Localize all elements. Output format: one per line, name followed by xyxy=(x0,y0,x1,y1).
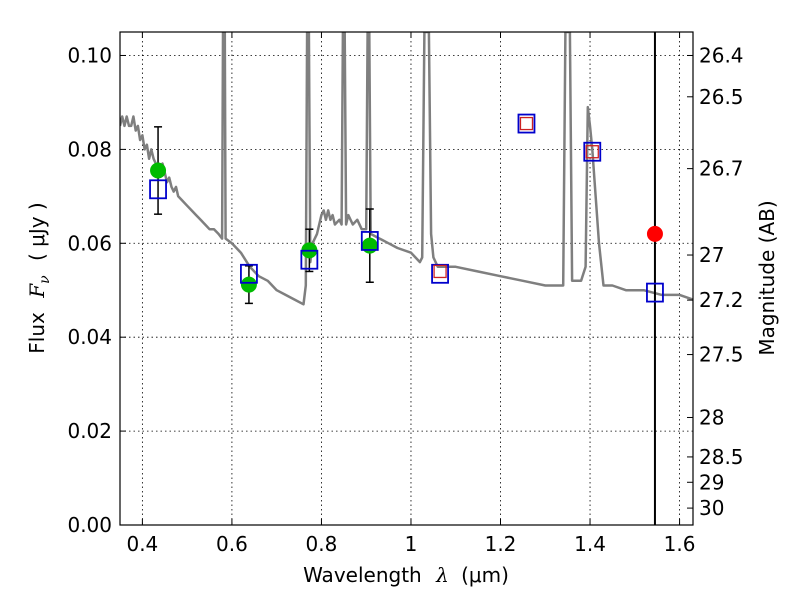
observed-flux-points xyxy=(150,162,378,293)
x-axis-title: Wavelength λ (μm) xyxy=(303,563,509,587)
x-tick-label: 0.4 xyxy=(126,532,158,556)
magnitude-tick-label: 28 xyxy=(699,405,724,429)
magnitude-tick-label: 26.7 xyxy=(699,157,744,181)
magnitude-tick-label: 27.5 xyxy=(699,343,744,367)
observed-flux-point xyxy=(240,276,257,293)
model-spectrum-line xyxy=(120,32,693,306)
x-tick-label: 1.4 xyxy=(574,532,606,556)
magnitude-tick-label: 26.5 xyxy=(699,85,744,109)
model-photometry-square xyxy=(517,113,536,134)
model-photometry-square xyxy=(360,231,379,251)
x-tick-label: 1 xyxy=(405,532,418,556)
magnitude-tick-label: 27 xyxy=(699,243,724,267)
x-tick-label: 1.6 xyxy=(664,532,696,556)
magnitude-tick-label: 27.2 xyxy=(699,288,744,312)
model-photometry-square xyxy=(149,179,167,200)
y-axis-title: Flux Fν ( μJy ) xyxy=(25,202,54,353)
upper-limit-marker xyxy=(585,145,599,159)
y-tick-label: 0.08 xyxy=(67,137,112,161)
y-axis-ticks: 0.00 0.02 0.04 0.06 0.08 0.10 xyxy=(67,43,126,537)
red-point xyxy=(646,225,663,242)
model-photometry-square xyxy=(583,141,602,162)
model-photometry-square xyxy=(646,282,664,303)
x-axis-ticks: 0.4 0.6 0.8 1 1.2 1.4 1.6 xyxy=(126,32,695,556)
magnitude-tick-label: 29 xyxy=(699,470,724,494)
y-tick-label: 0.02 xyxy=(67,419,112,443)
model-photometry-square xyxy=(240,263,258,284)
observed-flux-point xyxy=(361,237,378,254)
upper-limit-marker xyxy=(433,264,447,279)
model-photometry-square xyxy=(431,263,449,284)
model-photometry-squares xyxy=(149,113,664,303)
x-tick-label: 0.8 xyxy=(306,532,338,556)
magnitude-tick-label: 30 xyxy=(699,496,724,520)
y-tick-label: 0.00 xyxy=(67,513,112,537)
magnitude-tick-label: 28.5 xyxy=(699,445,744,469)
x-tick-label: 1.2 xyxy=(485,532,517,556)
x-tick-label: 0.6 xyxy=(216,532,248,556)
y-tick-label: 0.06 xyxy=(67,231,112,255)
y-tick-label: 0.10 xyxy=(67,43,112,67)
plot-frame xyxy=(119,31,694,526)
upper-limit-marker xyxy=(519,116,534,131)
magnitude-tick-label: 26.4 xyxy=(699,43,744,67)
magnitude-axis-title: Magnitude (AB) xyxy=(755,200,779,355)
upper-limit-markers xyxy=(433,116,599,279)
y-tick-label: 0.04 xyxy=(67,325,112,349)
plot-area xyxy=(120,32,693,525)
grid-lines xyxy=(120,32,693,525)
model-photometry-square xyxy=(300,249,319,270)
observed-flux-point xyxy=(150,162,167,179)
